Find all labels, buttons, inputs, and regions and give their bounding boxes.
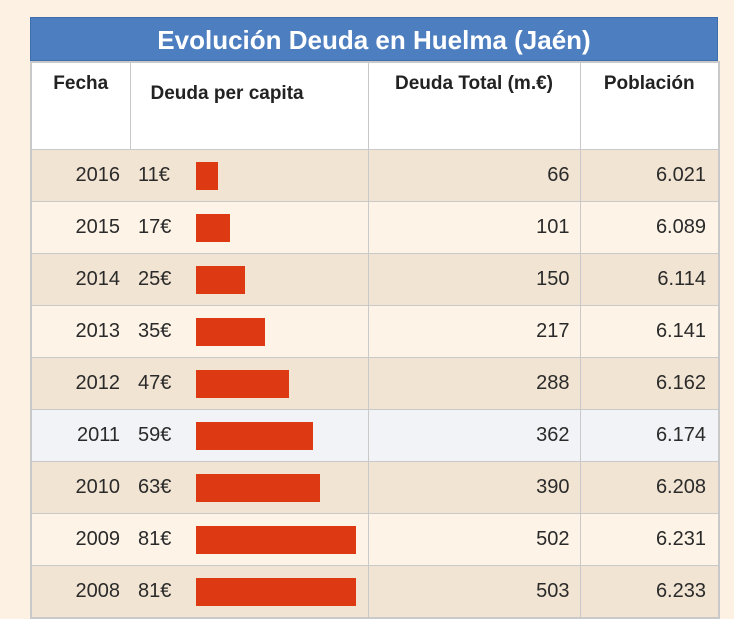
cell-deuda-total: 217 [367,305,581,358]
table-body: 2016 11€ 66 6.021 2015 17€ 101 6.089 2014 25€ 150 6… [30,149,720,619]
cell-poblacion: 6.208 [579,461,720,514]
per-capita-label: 81€ [138,528,172,550]
cell-deuda-total: 362 [367,409,581,462]
per-capita-bar [196,265,245,294]
per-capita-bar [196,213,230,242]
cell-deuda-total: 503 [367,565,581,619]
cell-deuda-total: 101 [367,201,581,254]
cell-deuda-per-capita: 35€ [130,305,369,358]
cell-poblacion: 6.162 [579,357,720,410]
table-row: 2013 35€ 217 6.141 [30,305,720,358]
cell-fecha: 2016 [30,149,130,202]
per-capita-label: 25€ [138,268,172,290]
header-deuda-total: Deuda Total (m.€) [367,61,581,150]
cell-poblacion: 6.089 [579,201,720,254]
cell-deuda-per-capita: 81€ [130,513,369,566]
chart-title: Evolución Deuda en Huelma (Jaén) [30,17,718,61]
per-capita-label: 63€ [138,476,172,498]
table-row: 2015 17€ 101 6.089 [30,201,720,254]
cell-deuda-per-capita: 59€ [130,409,369,462]
cell-fecha: 2013 [30,305,130,358]
cell-deuda-total: 390 [367,461,581,514]
cell-fecha: 2011 [30,409,130,462]
cell-fecha: 2015 [30,201,130,254]
per-capita-label: 81€ [138,580,172,602]
cell-poblacion: 6.021 [579,149,720,202]
per-capita-label: 47€ [138,372,172,394]
table-row: 2016 11€ 66 6.021 [30,149,720,202]
cell-deuda-per-capita: 25€ [130,253,369,306]
per-capita-label: 17€ [138,216,172,238]
cell-poblacion: 6.141 [579,305,720,358]
cell-deuda-per-capita: 17€ [130,201,369,254]
header-fecha: Fecha [30,61,131,150]
cell-poblacion: 6.174 [579,409,720,462]
cell-poblacion: 6.233 [579,565,720,619]
per-capita-bar [196,421,313,450]
per-capita-bar [196,369,289,398]
cell-fecha: 2009 [30,513,130,566]
debt-table: Fecha Deuda per capita Deuda Total (m.€)… [30,61,720,619]
table-row: 2010 63€ 390 6.208 [30,461,720,514]
per-capita-label: 35€ [138,320,172,342]
cell-deuda-total: 288 [367,357,581,410]
cell-deuda-per-capita: 81€ [130,565,369,619]
cell-poblacion: 6.231 [579,513,720,566]
table-row: 2014 25€ 150 6.114 [30,253,720,306]
table-row: 2012 47€ 288 6.162 [30,357,720,410]
per-capita-bar [196,577,356,606]
cell-fecha: 2014 [30,253,130,306]
table-row: 2009 81€ 502 6.231 [30,513,720,566]
per-capita-bar [196,161,218,190]
cell-fecha: 2008 [30,565,130,619]
table-row: 2008 81€ 503 6.233 [30,565,720,619]
cell-deuda-per-capita: 47€ [130,357,369,410]
cell-poblacion: 6.114 [579,253,720,306]
debt-table-widget: Evolución Deuda en Huelma (Jaén) Fecha D… [30,17,720,619]
cell-fecha: 2012 [30,357,130,410]
cell-deuda-per-capita: 63€ [130,461,369,514]
cell-deuda-total: 150 [367,253,581,306]
cell-fecha: 2010 [30,461,130,514]
per-capita-bar [196,317,265,346]
table-row: 2011 59€ 362 6.174 [30,409,720,462]
cell-deuda-per-capita: 11€ [130,149,369,202]
header-poblacion: Población [579,61,720,150]
per-capita-bar [196,473,320,502]
per-capita-bar [196,525,356,554]
per-capita-label: 11€ [138,164,170,186]
cell-deuda-total: 66 [367,149,581,202]
cell-deuda-total: 502 [367,513,581,566]
header-deuda-per-capita: Deuda per capita [129,61,369,150]
table-header-row: Fecha Deuda per capita Deuda Total (m.€)… [30,61,720,150]
per-capita-label: 59€ [138,424,172,446]
